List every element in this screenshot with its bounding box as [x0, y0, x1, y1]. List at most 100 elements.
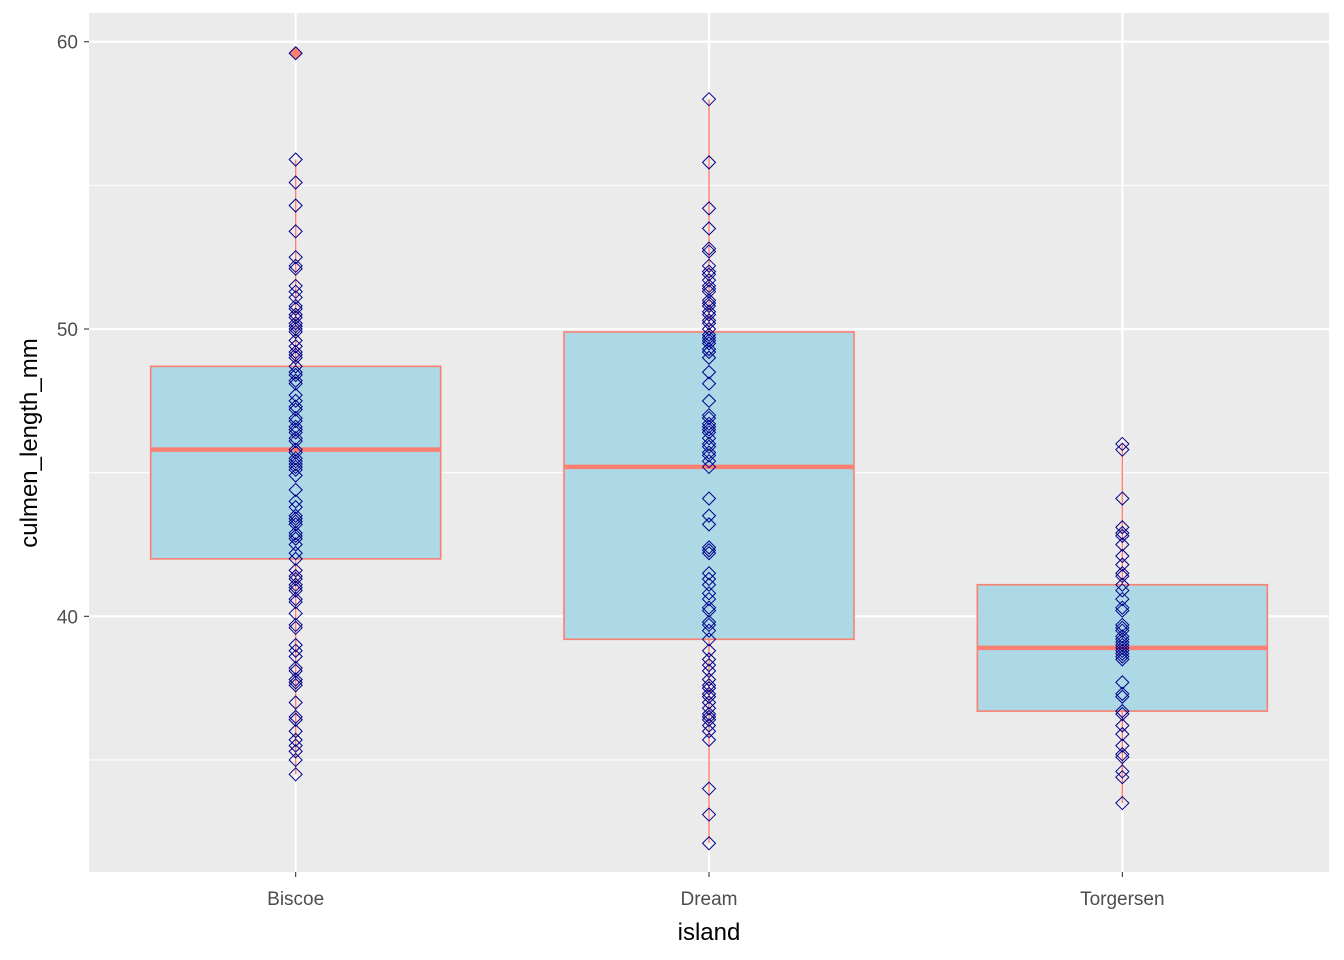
data-point — [288, 606, 303, 621]
data-point — [288, 525, 303, 541]
data-point — [701, 836, 717, 851]
data-point — [1115, 528, 1130, 544]
boxes — [149, 46, 1269, 844]
data-point — [701, 284, 717, 299]
data-point — [701, 807, 717, 822]
data-point — [288, 393, 303, 409]
data-point — [1115, 718, 1130, 733]
data-point — [288, 672, 303, 687]
data-point — [288, 301, 303, 317]
data-point — [288, 643, 303, 658]
data-point — [701, 652, 717, 667]
data-point — [701, 718, 717, 733]
data-point — [701, 663, 717, 679]
data-point — [701, 586, 717, 601]
data-points — [288, 46, 1130, 851]
data-point — [701, 264, 717, 279]
data-point — [701, 695, 717, 710]
data-point — [288, 744, 303, 759]
data-point — [701, 321, 717, 337]
y-tick-label: 40 — [57, 607, 78, 628]
data-point — [288, 752, 303, 768]
box-dream — [563, 331, 855, 641]
data-point — [288, 528, 303, 544]
data-point — [701, 267, 717, 282]
data-point — [1115, 637, 1130, 653]
x-tick-label: Biscoe — [267, 889, 324, 910]
data-point — [288, 175, 303, 190]
data-point — [701, 672, 717, 687]
data-point — [288, 261, 303, 276]
data-point — [1115, 643, 1130, 658]
data-point — [701, 333, 717, 348]
y-tick-label: 50 — [57, 320, 78, 341]
data-point — [701, 344, 717, 360]
data-point — [701, 298, 717, 314]
data-point — [288, 307, 303, 322]
data-point — [701, 706, 717, 722]
data-point — [701, 330, 717, 345]
data-point — [288, 430, 303, 446]
data-point — [701, 341, 717, 357]
data-point — [701, 600, 717, 615]
data-point — [288, 514, 303, 529]
data-point — [288, 376, 303, 391]
data-point — [288, 545, 303, 561]
data-point — [288, 425, 303, 440]
data-point — [701, 689, 717, 704]
data-point — [1115, 442, 1130, 457]
data-point — [701, 517, 717, 532]
data-point — [288, 594, 303, 610]
data-point — [1115, 520, 1130, 535]
data-point — [288, 364, 303, 380]
data-point — [701, 376, 717, 391]
data-point — [701, 459, 717, 475]
data-point — [1115, 726, 1130, 742]
data-point — [288, 46, 303, 61]
data-point — [701, 221, 717, 236]
data-point — [701, 712, 717, 727]
data-point — [701, 422, 717, 437]
data-point — [1115, 703, 1130, 719]
data-point — [1115, 646, 1130, 661]
x-axis-title: island — [678, 919, 741, 946]
data-point — [1115, 629, 1130, 644]
data-point — [288, 278, 303, 294]
data-point — [288, 456, 303, 472]
data-point — [288, 399, 303, 414]
data-point — [701, 419, 717, 434]
data-point — [701, 316, 717, 331]
data-point — [288, 198, 303, 213]
data-point — [288, 298, 303, 314]
data-point — [288, 482, 303, 498]
data-point — [701, 543, 717, 558]
data-point — [1115, 632, 1130, 647]
data-point — [288, 459, 303, 475]
data-point — [701, 577, 717, 592]
data-point — [288, 637, 303, 653]
data-point — [701, 709, 717, 725]
data-point — [1115, 652, 1130, 667]
data-point — [1115, 577, 1130, 592]
data-point — [288, 373, 303, 388]
data-point — [1115, 689, 1130, 704]
data-point — [701, 724, 717, 739]
data-point — [1115, 640, 1130, 656]
y-axis-title: culmen_length_mm — [16, 338, 43, 547]
data-point — [701, 445, 717, 460]
data-point — [288, 517, 303, 532]
data-point — [288, 324, 303, 340]
data-point — [701, 439, 717, 455]
data-point — [288, 508, 303, 523]
data-point — [1115, 649, 1130, 664]
data-point — [288, 451, 303, 466]
data-point — [288, 468, 303, 483]
data-point — [288, 617, 303, 633]
data-point — [701, 241, 717, 256]
data-point — [701, 453, 717, 469]
data-point — [1115, 738, 1130, 753]
data-point — [288, 675, 303, 690]
data-point — [288, 367, 303, 383]
data-point — [701, 491, 717, 506]
